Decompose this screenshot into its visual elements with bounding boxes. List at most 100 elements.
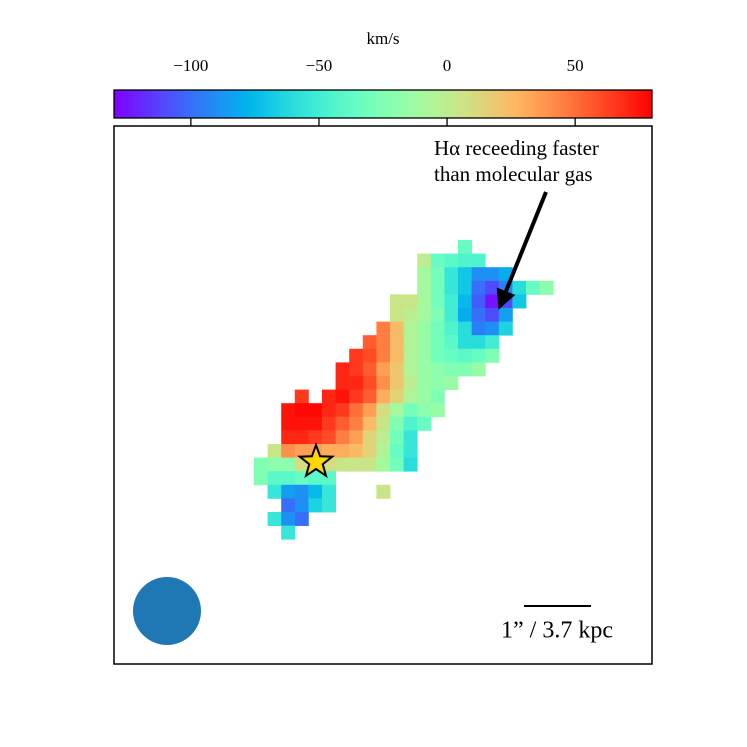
pixel [417,348,432,363]
pixel [471,321,486,336]
pixel [403,294,418,309]
colorbar-tick-label: −100 [173,56,208,75]
pixel [417,335,432,350]
pixel [458,253,472,268]
pixel [403,348,418,363]
colorbar [113,89,653,119]
pixel [512,280,527,295]
pixel [294,484,309,499]
pixel [281,471,296,486]
pixel [390,389,404,404]
pixel [294,430,309,445]
pixel [308,471,323,486]
pixel [403,444,418,458]
pixel [485,348,500,363]
pixel [335,389,350,404]
pixel [349,416,364,431]
pixel [430,362,445,377]
pixel [458,321,472,336]
pixel [281,430,296,445]
pixel [403,403,418,418]
annotation: Hα receeding faster [434,136,599,160]
pixel [349,444,364,458]
colorbar-tick-label: −50 [306,56,333,75]
pixel [349,457,364,472]
pixel [390,430,404,445]
pixel [417,294,432,309]
pixel [444,321,459,336]
pixel [430,348,445,363]
pixel [308,498,323,513]
pixel [417,321,432,336]
pixel [498,321,513,336]
pixel [471,308,486,322]
pixel [390,348,404,363]
pixel [390,308,404,322]
pixel [471,335,486,350]
pixel [458,335,472,350]
pixel [417,362,432,377]
pixel [335,416,350,431]
pixel [458,294,472,309]
colorbar-tick-label: 50 [567,56,584,75]
pixel [390,444,404,458]
pixel [471,362,486,377]
pixel [444,348,459,363]
pixel [430,294,445,309]
pixel [308,484,323,499]
pixel [403,335,418,350]
pixel [376,416,391,431]
pixel [417,416,432,431]
pixel [403,416,418,431]
pixel [281,512,296,526]
pixel [390,294,404,309]
pixel [376,335,391,350]
pixel [254,457,268,472]
pixel [458,362,472,377]
pixel [349,376,364,390]
pixel [390,376,404,390]
pixel [376,444,391,458]
pixel [267,444,282,458]
pixel [430,267,445,282]
map-frame [113,125,653,665]
pixel [417,280,432,295]
pixel [308,416,323,431]
pixel [376,389,391,404]
pixel [362,335,377,350]
pixel [294,403,309,418]
pixel [417,308,432,322]
pixel [430,253,445,268]
pixel [458,348,472,363]
pixel [335,362,350,377]
pixel [430,280,445,295]
pixel [390,362,404,377]
pixel [322,498,336,513]
pixel [294,389,309,404]
pixel [539,280,554,295]
pixel [322,416,336,431]
pixel [349,389,364,404]
pixel [417,389,432,404]
pixel [349,430,364,445]
pixel [281,498,296,513]
pixel [349,348,364,363]
pixel [376,362,391,377]
pixel [281,484,296,499]
pixel [444,376,459,390]
pixel [294,444,309,458]
pixel [512,294,527,309]
pixel [471,253,486,268]
pixel [349,362,364,377]
pixel [444,267,459,282]
pixel [390,416,404,431]
pixel [417,403,432,418]
pixel [498,308,513,322]
pixel [471,280,486,295]
pixel [362,403,377,418]
pixel [335,403,350,418]
pixel [376,321,391,336]
beam [133,577,201,645]
pixel [322,444,336,458]
